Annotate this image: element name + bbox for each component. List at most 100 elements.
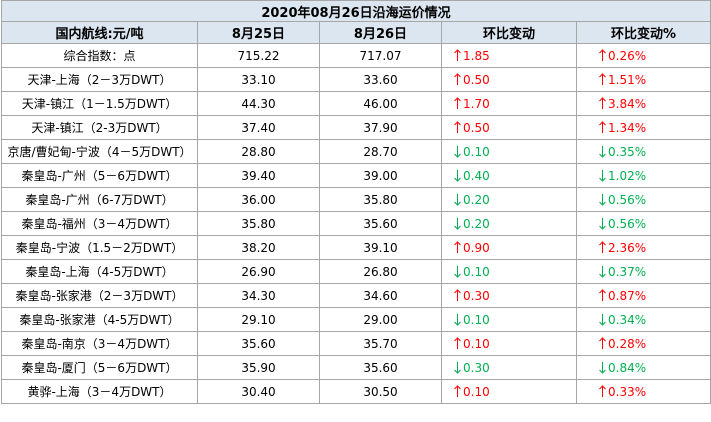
prev-cell: 38.20 [197, 235, 320, 260]
route-cell: 秦皇岛-广州（5－6万DWT） [1, 163, 198, 188]
arrow-down [454, 265, 461, 278]
data-row: 秦皇岛-张家港（2－3万DWT） 34.30 34.60 0.30 0.87% [1, 283, 711, 308]
pct-cell: 2.36% [575, 235, 711, 260]
curr-cell: 46.00 [319, 91, 442, 116]
arrow-down [454, 169, 461, 182]
change-text: 0.50 [463, 120, 490, 135]
change-text: 1.85 [463, 48, 490, 63]
arrow-down [599, 217, 606, 230]
pct-cell: 1.02% [575, 163, 711, 188]
data-row: 秦皇岛-上海（4-5万DWT） 26.90 26.80 0.10 0.37% [1, 259, 711, 284]
arrow-path [454, 288, 461, 301]
arrow-down [599, 313, 606, 326]
prev-cell: 34.30 [197, 283, 320, 308]
route-cell: 天津-镇江（1－1.5万DWT） [1, 91, 198, 116]
curr-cell: 37.90 [319, 115, 442, 140]
arrow-path [599, 384, 606, 397]
pct-cell: 0.56% [575, 211, 711, 236]
route-cell: 天津-上海（2－3万DWT） [1, 67, 198, 92]
data-row: 综合指数：点 715.22 717.07 1.85 0.26% [1, 43, 711, 68]
arrow-up [454, 120, 461, 133]
arrow-up [454, 336, 461, 349]
arrow-down [454, 361, 461, 374]
route-cell: 秦皇岛-南京（3－4万DWT） [1, 331, 198, 356]
header-cell: 8月26日 [319, 21, 442, 44]
arrow-down [599, 265, 606, 278]
data-row: 秦皇岛-南京（3－4万DWT） 35.60 35.70 0.10 0.28% [1, 331, 711, 356]
route-cell: 秦皇岛-张家港（4-5万DWT） [1, 307, 198, 332]
curr-cell: 28.70 [319, 139, 442, 164]
pct-cell: 3.84% [575, 91, 711, 116]
pct-cell: 0.28% [575, 331, 711, 356]
pct-text: 1.02% [608, 168, 647, 183]
arrow-path [454, 240, 461, 253]
arrow-path [454, 72, 461, 85]
arrow-up [454, 384, 461, 397]
curr-cell: 717.07 [319, 43, 442, 68]
pct-text: 0.87% [608, 288, 647, 303]
change-text: 0.10 [463, 264, 490, 279]
curr-cell: 33.60 [319, 67, 442, 92]
curr-cell: 34.60 [319, 283, 442, 308]
route-cell: 秦皇岛-广州（6-7万DWT） [1, 187, 198, 212]
arrow-path [454, 361, 461, 374]
pct-cell: 0.37% [575, 259, 711, 284]
arrow-path [599, 193, 606, 206]
curr-cell: 39.10 [319, 235, 442, 260]
pct-text: 0.34% [608, 312, 647, 327]
data-row: 天津-镇江（2-3万DWT） 37.40 37.90 0.50 1.34% [1, 115, 711, 140]
arrow-down [599, 361, 606, 374]
route-cell: 秦皇岛-张家港（2－3万DWT） [1, 283, 198, 308]
arrow-down [599, 145, 606, 158]
route-cell: 秦皇岛-福州（3－4万DWT） [1, 211, 198, 236]
data-row: 秦皇岛-广州（6-7万DWT） 36.00 35.80 0.20 0.56% [1, 187, 711, 212]
arrow-up [599, 336, 606, 349]
curr-cell: 35.80 [319, 187, 442, 212]
arrow-path [599, 72, 606, 85]
arrow-up [599, 240, 606, 253]
change-cell: 0.50 [441, 67, 577, 92]
header-cell: 国内航线:元/吨 [1, 21, 198, 44]
arrow-up [599, 48, 606, 61]
data-row: 秦皇岛-广州（5－6万DWT） 39.40 39.00 0.40 1.02% [1, 163, 711, 188]
route-cell: 天津-镇江（2-3万DWT） [1, 115, 198, 140]
pct-text: 0.26% [608, 48, 647, 63]
data-row: 秦皇岛-张家港（4-5万DWT） 29.10 29.00 0.10 0.34% [1, 307, 711, 332]
prev-cell: 35.80 [197, 211, 320, 236]
freight-table: 2020年08月26日沿海运价情况 国内航线:元/吨 8月25日 8月26日 环… [0, 0, 711, 404]
route-cell: 秦皇岛-厦门（5－6万DWT） [1, 355, 198, 380]
change-cell: 0.90 [441, 235, 577, 260]
route-cell: 秦皇岛-上海（4-5万DWT） [1, 259, 198, 284]
arrow-path [599, 288, 606, 301]
pct-cell: 1.34% [575, 115, 711, 140]
pct-text: 0.56% [608, 216, 647, 231]
pct-text: 0.33% [608, 384, 647, 399]
pct-cell: 0.84% [575, 355, 711, 380]
pct-cell: 1.51% [575, 67, 711, 92]
route-cell: 综合指数：点 [1, 43, 198, 68]
arrow-up [454, 96, 461, 109]
data-row: 秦皇岛-厦门（5－6万DWT） 35.90 35.60 0.30 0.84% [1, 355, 711, 380]
curr-cell: 29.00 [319, 307, 442, 332]
change-text: 0.50 [463, 72, 490, 87]
arrow-down [454, 217, 461, 230]
arrow-path [599, 48, 606, 61]
prev-cell: 30.40 [197, 379, 320, 404]
arrow-path [599, 313, 606, 326]
arrow-path [599, 217, 606, 230]
arrow-path [454, 313, 461, 326]
arrow-path [454, 48, 461, 61]
prev-cell: 35.90 [197, 355, 320, 380]
change-cell: 0.10 [441, 139, 577, 164]
arrow-path [599, 361, 606, 374]
change-cell: 0.40 [441, 163, 577, 188]
arrow-up [599, 96, 606, 109]
header-cell: 环比变动% [575, 21, 711, 44]
pct-text: 0.37% [608, 264, 647, 279]
pct-cell: 0.35% [575, 139, 711, 164]
prev-cell: 37.40 [197, 115, 320, 140]
curr-cell: 35.70 [319, 331, 442, 356]
change-text: 0.30 [463, 288, 490, 303]
arrow-path [454, 193, 461, 206]
